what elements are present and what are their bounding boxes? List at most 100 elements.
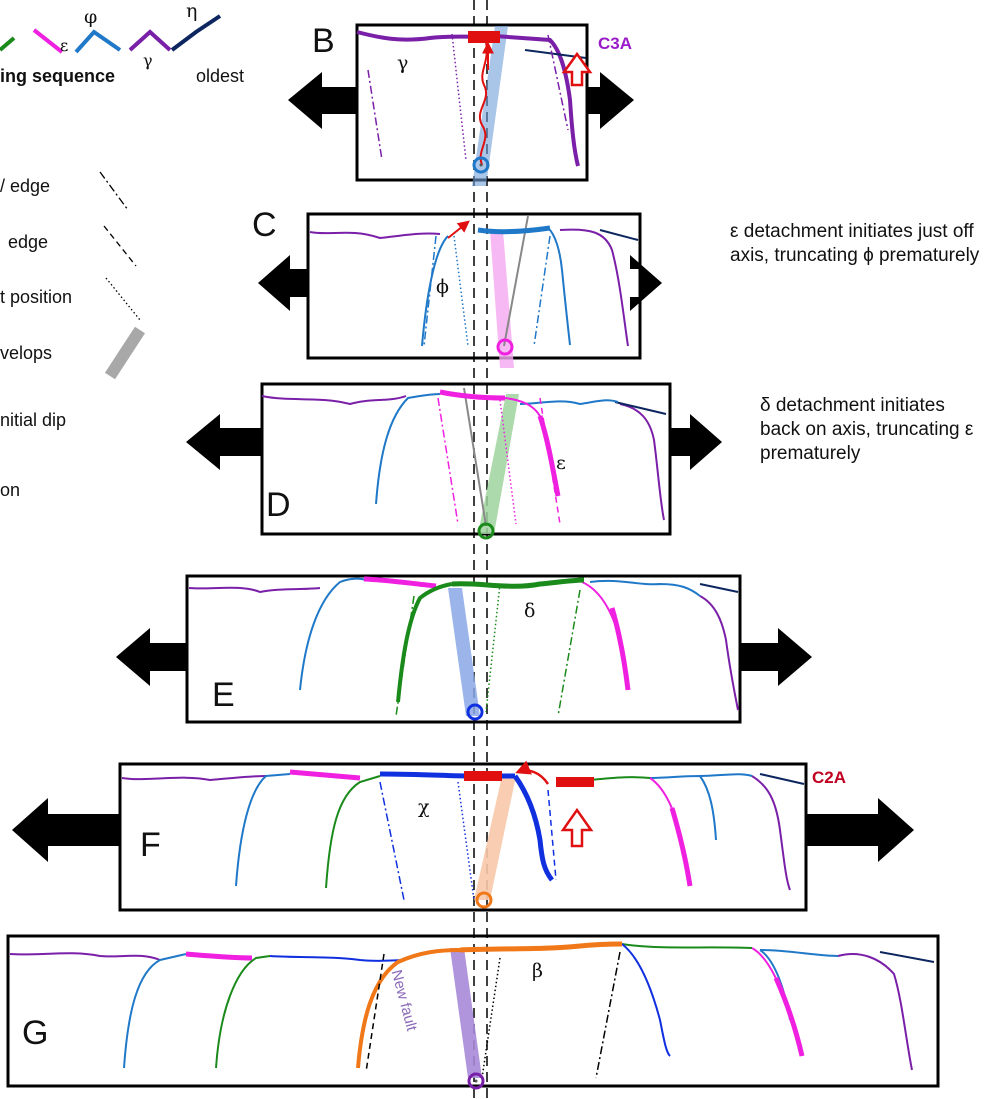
panel-e-arrow-left [116, 628, 187, 686]
legend-swatch-phi [74, 29, 122, 54]
panel-f-phi-left [235, 773, 291, 887]
panel-g-beta-dashdot [595, 951, 621, 1079]
panel-f-gamma-right [751, 775, 791, 891]
panel-d-epsilon-top [439, 389, 506, 401]
legend-band-gray [104, 326, 146, 380]
panel-c-eta-line [599, 229, 639, 241]
panel-g-beta-top [459, 941, 623, 953]
panel-b-box [355, 23, 589, 182]
panel-f-arrow-right [806, 798, 914, 862]
panel-e-delta-dashdot [395, 595, 415, 717]
panel-g-dotted [481, 957, 501, 1079]
legend-phi-symbol: φ [84, 6, 98, 28]
panel-d-gamma-left [261, 395, 407, 406]
panel-e-phi-left [299, 577, 367, 691]
panel-b-pivot-dot [479, 163, 483, 167]
panel-c-fault-band [490, 230, 514, 368]
panel-b-pivot [472, 156, 490, 174]
panel-e-phi-right [589, 579, 701, 597]
panel-b-greek-label: γ [397, 52, 409, 74]
panel-f-fault-band [474, 776, 516, 900]
panel-d-epsilon-thick [537, 415, 561, 497]
panel-e-gamma-left [188, 586, 321, 594]
panel-e-arrow-right [740, 628, 812, 686]
panel-d-pivot [477, 522, 495, 540]
panel-d-box [260, 382, 672, 536]
panel-b-gamma-dashdot [367, 69, 383, 161]
panel-d-phi-right [519, 399, 619, 406]
legend-swatch-delta [0, 36, 16, 52]
legend-item-dotted: t position [0, 287, 73, 307]
panel-e-box [185, 574, 742, 724]
panel-d-eta-line [614, 401, 667, 415]
panel-d-arrow-right [670, 414, 722, 470]
panel-f-gamma-left [121, 775, 267, 782]
panel-c-note: ε detachment initiates just off axis, tr… [730, 221, 980, 266]
panel-f-letter: F [140, 826, 161, 864]
panel-g-chi-right [621, 943, 671, 1057]
panel-g [6, 934, 940, 1090]
panel-f-epsilon-top [289, 769, 361, 781]
panel-b-fault-band [472, 26, 508, 186]
panel-g-beta-left [356, 948, 461, 1069]
panel-g-gamma-left [9, 952, 161, 961]
panel-e-eta-line [699, 583, 739, 593]
panel-g-eta-line [879, 951, 935, 963]
panel-e-dotted [485, 583, 501, 713]
legend-swatch-gamma [128, 29, 172, 52]
legend-item-dashed: edge [8, 232, 49, 252]
panel-g-fault-band [450, 948, 482, 1078]
legend-eta-symbol: η [186, 0, 198, 22]
panel-c-phi-dashdot [423, 235, 437, 347]
panel-f-red-bar [464, 771, 502, 781]
panel-f-upwell-arrow [560, 807, 594, 848]
panel-e-delta-dashdot-2 [557, 589, 581, 717]
panel-e-pivot [466, 703, 484, 721]
panel-b [288, 23, 634, 186]
panel-d-fault-band [478, 394, 519, 534]
legend-epsilon-symbol: ε [60, 36, 69, 55]
panel-b-gamma-dashdot-2 [547, 34, 569, 131]
panel-b-tag: C3A [598, 34, 633, 53]
legend-swatch-eta [170, 14, 222, 52]
panel-e-delta-top [451, 577, 585, 589]
panel-f-phi-right [699, 773, 753, 777]
panel-e-delta-left [396, 582, 453, 703]
panel-d-arrow-left [186, 414, 262, 470]
panel-f-box [118, 762, 808, 912]
panel-f-chi-dashdot [379, 781, 405, 901]
panel-c-dotted [453, 235, 469, 347]
panel-f-delta-right [589, 776, 651, 781]
panel-f-eta-line [759, 773, 805, 785]
panel-g-gamma-right [837, 953, 913, 1071]
panel-g-phi-left [123, 953, 187, 1069]
panel-c [258, 212, 662, 368]
panel-f-chi-dashed [547, 789, 557, 881]
legend-item-dip: nitial dip [0, 410, 67, 430]
panel-g-epsilon-right-thick [773, 976, 805, 1057]
panel-e [116, 574, 812, 724]
panel-d-gray-fault [463, 387, 487, 527]
panel-g-chi-left [269, 955, 405, 962]
panel-f-phi-right-2 [649, 774, 717, 841]
panel-d-note: δ detachment initiates back on axis, tru… [760, 395, 974, 464]
panel-e-epsilon-right-thick [609, 607, 631, 691]
panel-f-pivot [475, 891, 493, 909]
panel-c-letter: C [252, 206, 277, 244]
panel-c-gray-fault [503, 215, 529, 347]
legend-item-dashdot: / edge [0, 176, 51, 196]
panel-d-greek-label: ε [556, 452, 566, 474]
panel-e-epsilon-top [363, 576, 437, 589]
panel-g-letter: G [22, 1014, 49, 1052]
panel-f-epsilon-right [649, 777, 691, 887]
panel-f-chi-surface [512, 774, 555, 882]
panel-b-dotted [451, 33, 467, 161]
panel-g-epsilon-top [185, 951, 253, 961]
legend-item-band: velops [0, 343, 53, 363]
legend-line-dashed [103, 225, 137, 267]
panel-b-arrow-left [288, 72, 357, 129]
panel-g-pivot [467, 1072, 485, 1090]
panel-e-letter: E [212, 676, 235, 714]
panel-c-arrow-right [630, 255, 662, 311]
